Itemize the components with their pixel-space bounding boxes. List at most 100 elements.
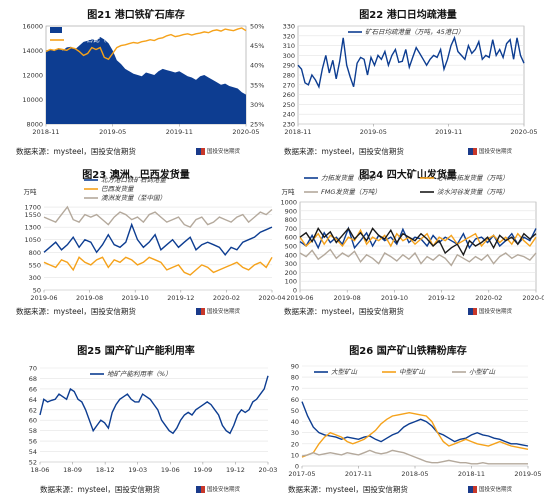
logo-icon [468,486,477,493]
y-tick-label: 8000 [26,121,43,129]
y-tick-label: 14000 [22,47,43,55]
y-tick-label: 310 [283,42,295,50]
y2-tick-label: 35% [250,81,264,89]
y-tick-label: 40 [291,418,299,426]
series-line-2 [43,205,273,228]
chart-panel-23: 图23 澳洲、巴西发货量 50 300 550 800 1050 1300 1550 1700… [0,166,286,332]
y-tick-label: 66 [29,385,37,393]
logo-icon [196,308,205,315]
y-tick-label: 16000 [22,23,43,31]
x-tick-label: 18-12 [96,466,115,474]
y-tick-label: 700 [285,225,297,233]
x-tick-label: 2018-11 [32,128,59,136]
series-line-0 [39,375,269,435]
x-tick-label: 2019-05 [99,128,126,136]
y2-tick-label: 50% [250,23,264,31]
legend-label: 北方港口铁矿石到港量 [101,176,168,184]
legend-label: 澳洲发货量（至中国） [101,194,166,202]
y-tick-label: 0 [293,287,297,295]
x-tick-label: 2019-08 [76,294,103,302]
x-tick-label: 2019-11 [435,128,462,136]
legend-label: 必和必拓发货量（万吨） [437,174,509,182]
chart-title: 图21 港口铁矿石库存 [87,10,185,21]
chart-source: 数据来源：mysteel，国投安信期货 [16,307,136,316]
chart-area-domestic-utilization: 52 54 56 58 60 62 64 66 68 70 18-06 18-09 18-12 19-03… [29,365,278,475]
brand-logo: 国投安信期货 [468,147,512,155]
y-unit-label: 万吨 [282,187,296,196]
series-area-0 [46,37,246,124]
x-tick-label: 19-12 [226,466,245,474]
y-tick-label: 320 [283,32,295,40]
y-tick-label: 12000 [22,72,43,80]
series-line-2 [301,449,528,465]
logo-icon [196,148,205,155]
x-tick-label: 18-06 [31,466,50,474]
y-tick-label: 290 [283,62,295,70]
chart-source: 数据来源：mysteel，国投安信期货 [284,307,404,316]
x-tick-label: 2017-11 [345,470,372,478]
y-tick-label: 300 [285,260,297,268]
x-tick-label: 2019-11 [166,128,193,136]
legend-label: 巴西发货量 [101,185,135,193]
y-tick-label: 80 [291,374,299,382]
series-line-1 [299,228,537,248]
brand-logo: 国投安信期货 [196,307,240,315]
chart-title: 图24 四大矿山发货量 [359,170,457,181]
series-line-1 [45,27,247,61]
legend-label: 淡水河谷发货量（万吨） [437,188,509,196]
logo-icon [468,148,477,155]
series-line-1 [43,256,273,276]
y-tick-label: 0 [295,463,299,471]
x-tick-label: 2020-02 [475,294,502,302]
brand-text: 国投安信期货 [207,487,241,493]
legend-label: 力拓发货量（万吨） [321,174,380,182]
chart-panel-26: 图26 国产矿山铁精粉库存 0 10 20 30 40 50 60 70 80 90 2017-05… [272,334,544,500]
x-tick-label: 2019-05 [360,128,387,136]
y-tick-label: 1550 [24,211,41,219]
x-tick-label: 2020-05 [510,128,537,136]
chart-panel-21: 图21 港口铁矿石库存 8000 10000 12000 14000 16000 25% 3… [0,0,272,166]
legend-label: 港口铁矿石库存（万吨） [67,26,139,34]
y-tick-label: 600 [285,234,297,242]
x-tick-label: 2019-06 [30,294,57,302]
brand-logo: 国投安信期货 [196,485,240,493]
y-tick-label: 550 [29,261,41,269]
y2-tick-label: 45% [250,42,264,50]
x-tick-label: 19-06 [161,466,180,474]
logo-icon [468,308,477,315]
y-tick-label: 330 [283,23,295,31]
x-tick-label: 2019-05 [514,470,541,478]
legend-label: 地矿产能利用率（%） [107,370,172,378]
brand-text: 国投安信期货 [207,309,241,315]
x-tick-label: 19-09 [193,466,212,474]
chart-title: 图23 澳洲、巴西发货量 [82,170,190,181]
x-tick-label: 2019-10 [381,294,408,302]
y-tick-label: 20 [291,440,299,448]
y-tick-label: 90 [291,363,299,371]
x-tick-label: 2020-04 [258,294,285,302]
y-tick-label: 70 [291,385,299,393]
y-tick-label: 200 [285,269,297,277]
y-tick-label: 60 [29,417,37,425]
y-tick-label: 250 [283,101,295,109]
series-line-3 [299,226,537,257]
y-unit-label: 万吨 [24,187,38,196]
x-tick-label: 2018-05 [401,470,428,478]
brand-text: 国投安信期货 [479,487,513,493]
chart-source: 数据来源：mysteel，国投安信期货 [284,147,404,156]
y-tick-label: 400 [285,251,297,259]
y-tick-label: 10000 [22,96,43,104]
y-tick-label: 240 [283,111,295,119]
x-tick-label: 2018-11 [284,128,311,136]
legend-label: 矿石日均疏港量（万吨，45港口） [365,28,464,36]
y-tick-label: 64 [29,396,37,404]
x-tick-label: 18-09 [63,466,82,474]
y-tick-label: 50 [33,287,41,295]
chart-source: 数据来源：mysteel，国投安信期货 [40,485,160,494]
x-tick-label: 2019-08 [334,294,361,302]
y-tick-label: 50 [291,407,299,415]
y2-tick-label: 25% [250,121,264,129]
series-line-1 [301,411,529,458]
